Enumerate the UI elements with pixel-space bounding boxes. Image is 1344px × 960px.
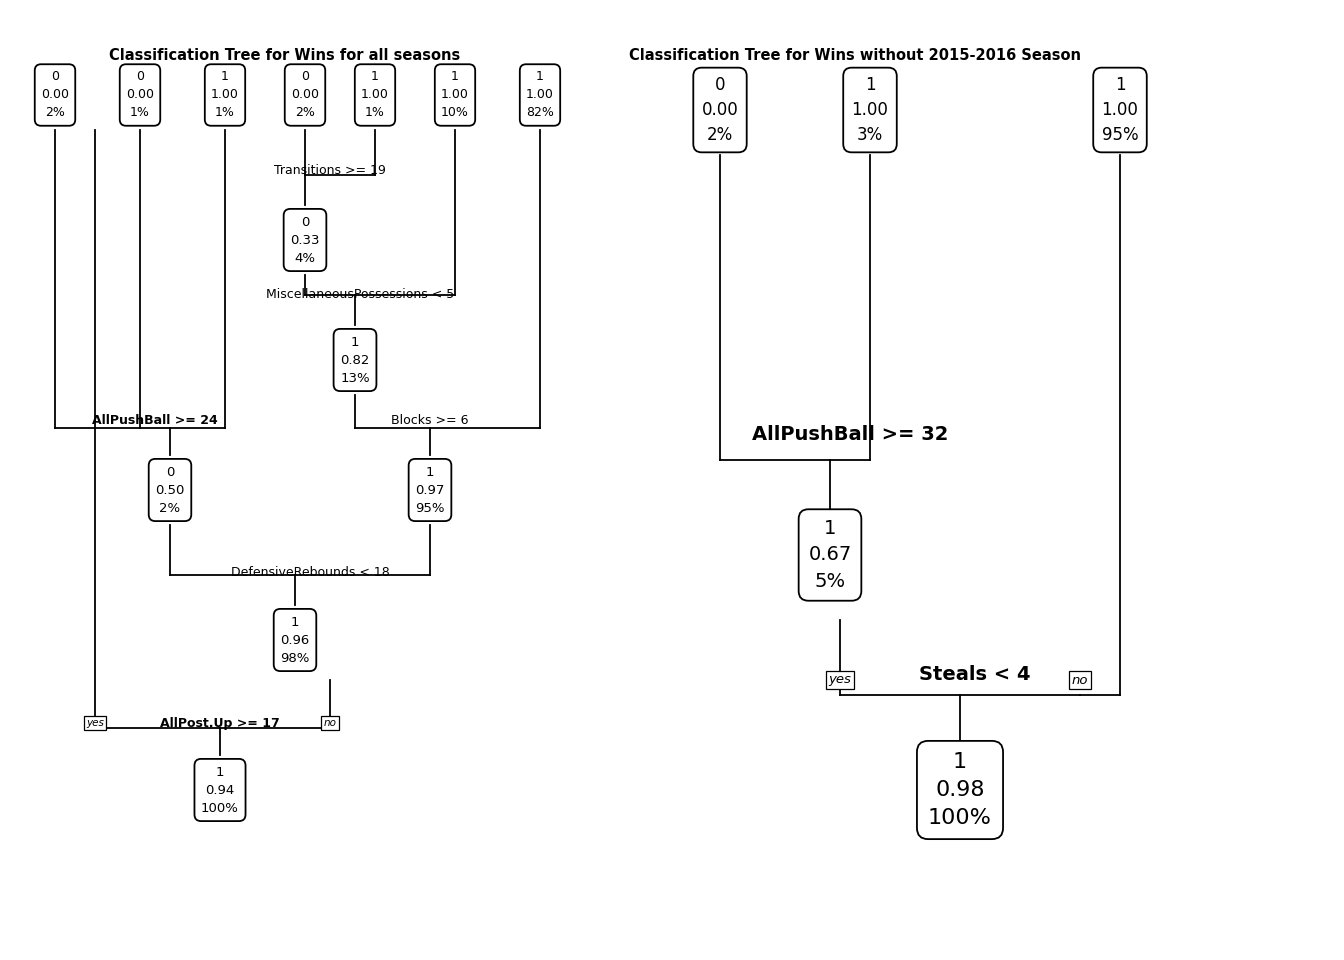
Text: 1
0.82
13%: 1 0.82 13% xyxy=(340,335,370,385)
Text: Classification Tree for Wins for all seasons: Classification Tree for Wins for all sea… xyxy=(109,47,461,62)
Text: 1
0.67
5%: 1 0.67 5% xyxy=(808,519,852,591)
Text: 1
1.00
82%: 1 1.00 82% xyxy=(526,70,554,119)
Text: 0
0.50
2%: 0 0.50 2% xyxy=(156,466,184,515)
Text: 1
1.00
3%: 1 1.00 3% xyxy=(852,76,888,144)
Text: no: no xyxy=(324,718,336,728)
Text: 0
0.33
4%: 0 0.33 4% xyxy=(290,215,320,265)
Text: AllPushBall >= 32: AllPushBall >= 32 xyxy=(751,425,948,444)
Text: 0
0.00
2%: 0 0.00 2% xyxy=(42,70,69,119)
Text: 1
1.00
1%: 1 1.00 1% xyxy=(211,70,239,119)
Text: 1
1.00
10%: 1 1.00 10% xyxy=(441,70,469,119)
Text: 1
1.00
95%: 1 1.00 95% xyxy=(1102,76,1138,144)
Text: 1
0.97
95%: 1 0.97 95% xyxy=(415,466,445,515)
Text: 1
1.00
1%: 1 1.00 1% xyxy=(362,70,388,119)
Text: Transitions >= 19: Transitions >= 19 xyxy=(274,163,386,177)
Text: yes: yes xyxy=(828,674,852,686)
Text: MiscellaneousPossessions < 5: MiscellaneousPossessions < 5 xyxy=(266,289,454,301)
Text: 1
0.98
100%: 1 0.98 100% xyxy=(929,752,992,828)
Text: DefensiveRebounds < 18: DefensiveRebounds < 18 xyxy=(231,565,390,579)
Text: no: no xyxy=(1071,674,1089,686)
Text: Classification Tree for Wins without 2015-2016 Season: Classification Tree for Wins without 201… xyxy=(629,47,1081,62)
Text: Blocks >= 6: Blocks >= 6 xyxy=(391,414,469,426)
Text: Steals < 4: Steals < 4 xyxy=(919,665,1031,684)
Text: 0
0.00
1%: 0 0.00 1% xyxy=(126,70,155,119)
Text: 0
0.00
2%: 0 0.00 2% xyxy=(702,76,738,144)
Text: 0
0.00
2%: 0 0.00 2% xyxy=(292,70,319,119)
Text: AllPushBall >= 24: AllPushBall >= 24 xyxy=(93,414,218,426)
Text: 1
0.94
100%: 1 0.94 100% xyxy=(202,765,239,814)
Text: yes: yes xyxy=(86,718,103,728)
Text: 1
0.96
98%: 1 0.96 98% xyxy=(281,615,309,664)
Text: AllPost.Up >= 17: AllPost.Up >= 17 xyxy=(160,716,280,730)
